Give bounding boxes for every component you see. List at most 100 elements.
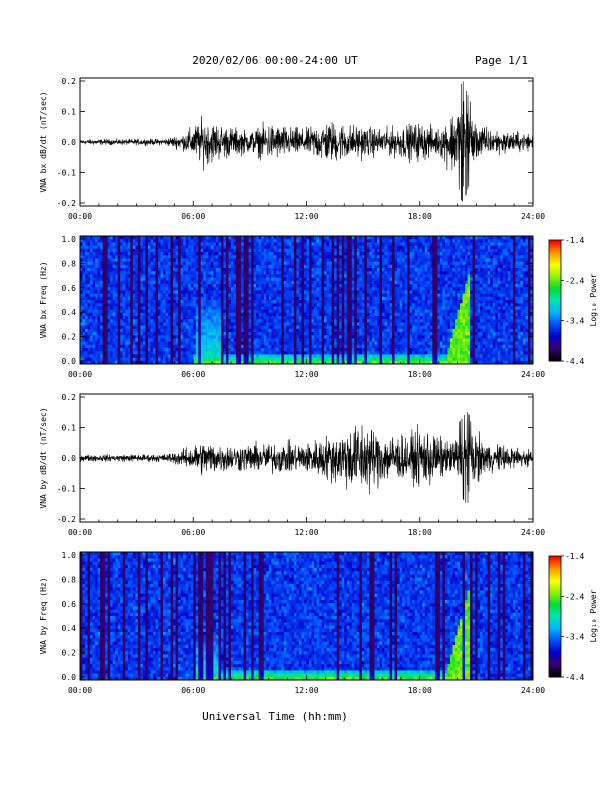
spectrogram-cell	[352, 348, 355, 352]
spectrogram-cell	[120, 316, 123, 320]
spectrogram-cell	[367, 294, 370, 298]
spectrogram-cell	[246, 242, 249, 246]
spectrogram-cell	[234, 246, 237, 250]
spectrogram-cell	[113, 255, 116, 259]
spectrogram-cell	[140, 278, 143, 282]
spectrogram-cell	[337, 278, 340, 282]
spectrogram-cell	[125, 313, 128, 317]
spectrogram-cell	[120, 306, 123, 310]
spectrogram-cell	[347, 342, 350, 346]
spectrogram-cell	[374, 287, 377, 291]
spectrogram-cell	[128, 351, 131, 355]
spectrogram-cell	[208, 322, 211, 326]
spectrogram-cell	[203, 319, 206, 323]
spectrogram-cell	[188, 252, 191, 256]
spectrogram-cell	[266, 354, 269, 358]
spectrogram-cell	[359, 278, 362, 282]
spectrogram-cell	[276, 329, 279, 333]
spectrogram-cell	[231, 297, 234, 301]
spectrogram-cell	[161, 306, 164, 310]
spectrogram-cell	[286, 348, 289, 352]
spectrogram-cell	[286, 262, 289, 266]
spectrogram-cell	[279, 300, 282, 304]
spectrogram-cell	[385, 351, 388, 355]
spectrogram-cell	[216, 348, 219, 352]
spectrogram-cell	[103, 278, 106, 282]
spectrogram-cell	[276, 268, 279, 272]
spectrogram-cell	[145, 310, 148, 314]
spectrogram-cell	[178, 329, 181, 333]
spectrogram-cell	[307, 354, 310, 358]
spectrogram-cell	[181, 332, 184, 336]
spectrogram-cell	[239, 303, 242, 307]
spectrogram-cell	[264, 345, 267, 349]
spectrogram-cell	[372, 319, 375, 323]
spectrogram-cell	[125, 342, 128, 346]
spectrogram-cell	[176, 319, 179, 323]
spectrogram-cell	[216, 326, 219, 330]
spectrogram-cell	[291, 262, 294, 266]
spectrogram-cell	[105, 294, 108, 298]
spectrogram-cell	[231, 313, 234, 317]
spectrogram-cell	[337, 335, 340, 339]
spectrogram-cell	[138, 271, 141, 275]
spectrogram-cell	[246, 284, 249, 288]
spectrogram-cell	[299, 342, 302, 346]
spectrogram-cell	[166, 313, 169, 317]
spectrogram-cell	[186, 329, 189, 333]
spectrogram-cell	[284, 290, 287, 294]
spectrogram-cell	[161, 274, 164, 278]
spectrogram-cell	[367, 342, 370, 346]
spectrogram-cell	[161, 358, 164, 362]
spectrogram-cell	[211, 290, 214, 294]
spectrogram-cell	[163, 329, 166, 333]
spectrogram-cell	[208, 297, 211, 301]
spectrogram-cell	[228, 265, 231, 269]
spectrogram-cell	[208, 300, 211, 304]
spectrogram-cell	[208, 249, 211, 253]
spectrogram-cell	[103, 351, 106, 355]
spectrogram-cell	[221, 306, 224, 310]
spectrogram-cell	[327, 262, 330, 266]
spectrogram-cell	[359, 265, 362, 269]
spectrogram-cell	[103, 265, 106, 269]
spectrogram-cell	[178, 281, 181, 285]
spectrogram-cell	[291, 278, 294, 282]
spectrogram-cell	[390, 297, 393, 301]
spectrogram-cell	[161, 242, 164, 246]
spectrogram-cell	[223, 287, 226, 291]
spectrogram-cell	[299, 354, 302, 358]
spectrogram-cell	[259, 255, 262, 259]
spectrogram-cell	[128, 297, 131, 301]
spectrogram-cell	[362, 278, 365, 282]
spectrogram-cell	[301, 274, 304, 278]
spectrogram-cell	[379, 287, 382, 291]
spectrogram-cell	[105, 338, 108, 342]
spectrogram-cell	[206, 258, 209, 262]
spectrogram-cell	[113, 342, 116, 346]
spectrogram-cell	[329, 313, 332, 317]
spectrogram-cell	[241, 239, 244, 243]
spectrogram-cell	[198, 316, 201, 320]
spectrogram-cell	[118, 249, 121, 253]
spectrogram-cell	[271, 306, 274, 310]
spectrogram-cell	[362, 326, 365, 330]
spectrogram-cell	[259, 348, 262, 352]
spectrogram-cell	[239, 265, 242, 269]
spectrogram-cell	[309, 242, 312, 246]
spectrogram-cell	[264, 255, 267, 259]
spectrogram-cell	[324, 246, 327, 250]
spectrogram-cell	[359, 249, 362, 253]
spectrogram-cell	[125, 358, 128, 362]
spectrogram-cell	[274, 338, 277, 342]
spectrogram-cell	[314, 342, 317, 346]
spectrogram-cell	[284, 345, 287, 349]
spectrogram-cell	[329, 326, 332, 330]
spectrogram-cell	[254, 329, 257, 333]
spectrogram-cell	[385, 236, 388, 240]
spectrogram-cell	[286, 335, 289, 339]
spectrogram-cell	[332, 290, 335, 294]
spectrogram-cell	[334, 348, 337, 352]
spectrogram-cell	[178, 338, 181, 342]
spectrogram-cell	[198, 306, 201, 310]
